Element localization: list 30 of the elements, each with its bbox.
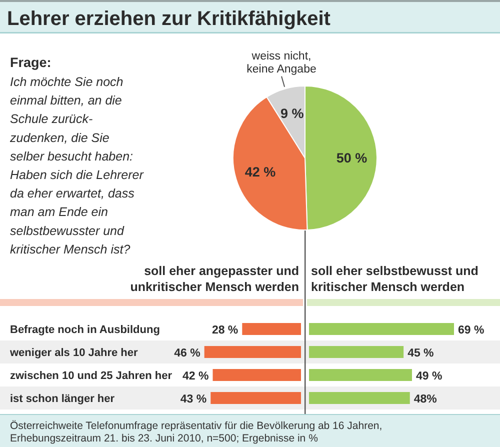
- y-tick-label: ist schon länger her: [10, 393, 116, 405]
- bar: [204, 346, 301, 358]
- data-label: 46 %: [174, 348, 200, 360]
- data-label: 42 %: [182, 370, 209, 382]
- data-label: 69 %: [458, 324, 484, 336]
- text: Österreichweite Telefonumfrage repräsentativ für die Bevölkerung ab 16 Jahren, Erhebungszeitraum 21. bis 23. Juni 2010, n=500; Ergebnisse in %: [10, 420, 382, 444]
- data-label: 45 %: [408, 348, 434, 360]
- y-tick-label: weniger als 10 Jahre her: [9, 347, 139, 359]
- bar: [210, 392, 301, 404]
- bar: [309, 323, 454, 335]
- chart-title: Lehrer erziehen zur Kritikfähigkeit: [7, 8, 331, 30]
- bar: [242, 323, 301, 335]
- text: Frage:: [10, 55, 52, 70]
- data-label: 42 %: [244, 164, 276, 180]
- slice-label: weiss nicht, keine Angabe: [246, 50, 316, 76]
- data-label: 49 %: [416, 370, 442, 382]
- bar: [309, 392, 410, 404]
- data-label: 43 %: [180, 394, 207, 406]
- bar: [309, 369, 412, 381]
- data-label: 28 %: [212, 324, 238, 336]
- y-tick-label: Befragte noch in Ausbildung: [10, 324, 160, 336]
- bar: [309, 346, 404, 358]
- y-tick-label: zwischen 10 und 25 Jahren her: [10, 370, 173, 382]
- text: Ich möchte Sie noch einmal bitten, an die Schule zurück- zudenken, die Sie selber besucht haben: Haben sich die Lehrerer da eher erwartet, dass man am Ende ein selbstbewusster und kritischer Mensch ist?: [10, 75, 144, 256]
- chart-title: soll eher angepasster und unkritischer Mensch werden: [130, 264, 299, 294]
- data-label: 48%: [414, 394, 437, 406]
- bar: [212, 369, 301, 381]
- data-label: 9 %: [280, 106, 304, 122]
- data-label: 50 %: [336, 150, 368, 166]
- chart-title: soll eher selbstbewusst und kritischer Mensch werden: [311, 264, 478, 294]
